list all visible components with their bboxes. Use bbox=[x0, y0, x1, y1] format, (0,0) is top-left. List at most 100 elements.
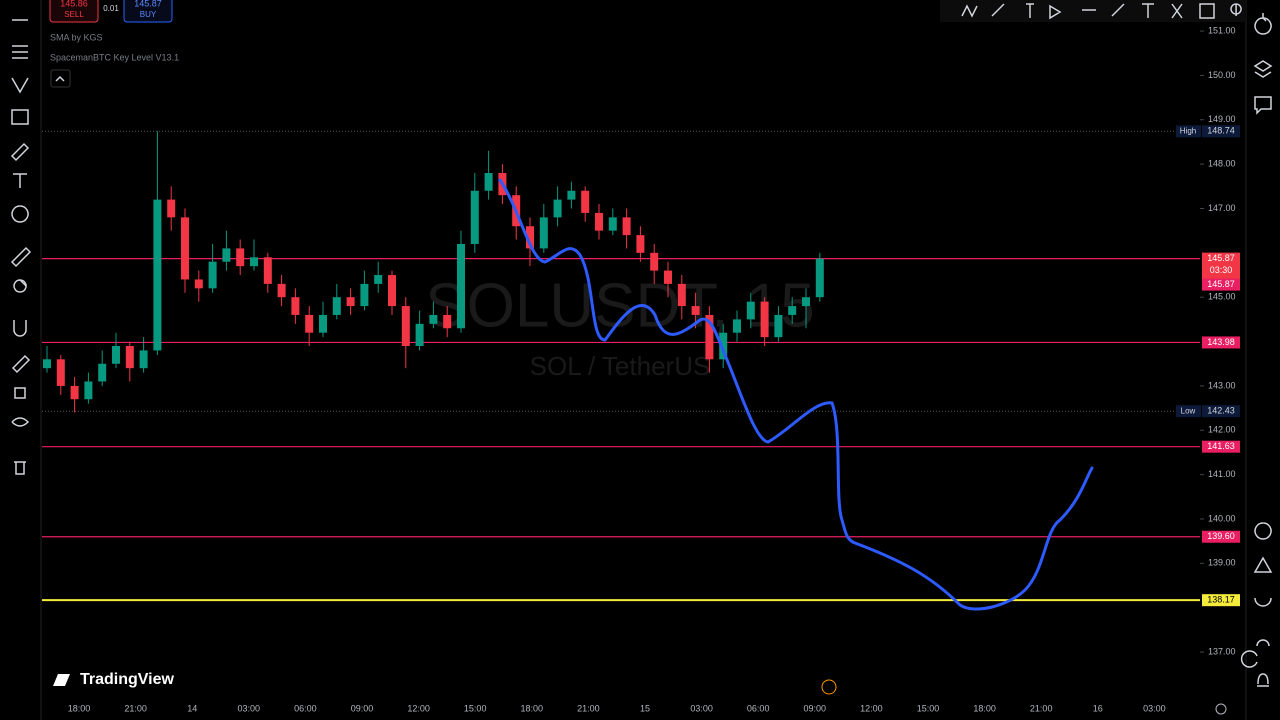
candle-body bbox=[622, 217, 631, 236]
draw-icons[interactable] bbox=[961, 3, 1242, 20]
x-tick-label: 03:00 bbox=[690, 703, 713, 713]
candle-body bbox=[305, 314, 314, 333]
spread: 0.01 bbox=[103, 4, 119, 13]
candle-body bbox=[650, 252, 659, 271]
settings-icon[interactable] bbox=[1215, 703, 1227, 715]
candle-body bbox=[581, 190, 590, 213]
plot: 151.00 150.00 149.00 148.00 147.00 145.00 143.… bbox=[42, 25, 1240, 713]
collapse-button[interactable] bbox=[50, 69, 71, 88]
candle-body bbox=[719, 332, 728, 360]
candle-body bbox=[595, 212, 603, 231]
buy-button[interactable] bbox=[123, 0, 173, 23]
countdown: 03:30 bbox=[1210, 265, 1233, 275]
y-tick-label: 147.00 bbox=[1208, 203, 1236, 213]
x-tick-label: 21:00 bbox=[1030, 703, 1053, 713]
y-tick-label: 145.00 bbox=[1208, 292, 1236, 302]
candle-body bbox=[788, 306, 797, 315]
y-tick-label: 148.00 bbox=[1208, 159, 1236, 169]
candle-body bbox=[84, 381, 93, 400]
extreme-value-box bbox=[1202, 405, 1240, 418]
y-tick-label: 141.00 bbox=[1208, 469, 1236, 479]
x-tick-label: 18:00 bbox=[68, 703, 91, 713]
x-tick-label: 18:00 bbox=[973, 703, 996, 713]
extreme-value: 142.43 bbox=[1207, 406, 1235, 416]
candle-body bbox=[153, 199, 162, 351]
candle-body bbox=[208, 261, 217, 289]
candle-body bbox=[388, 275, 396, 307]
candle-body bbox=[484, 173, 493, 191]
event-icon[interactable] bbox=[821, 679, 837, 695]
buy-price[interactable]: 145.87 bbox=[134, 0, 162, 8]
x-tick-label: 14 bbox=[187, 703, 197, 713]
sell-label[interactable]: SELL bbox=[64, 10, 84, 19]
candle-body bbox=[401, 306, 410, 346]
x-tick-label: 16 bbox=[1093, 703, 1103, 713]
indicator-label[interactable]: SMA by KGS bbox=[50, 32, 103, 42]
level-label: 141.63 bbox=[1207, 441, 1235, 451]
candle-body bbox=[125, 346, 134, 369]
y-tick-label: 137.00 bbox=[1208, 646, 1236, 656]
extreme-name: High bbox=[1180, 126, 1196, 135]
y-tick-label: 142.00 bbox=[1208, 425, 1236, 435]
candle-body bbox=[443, 314, 452, 329]
candle-body bbox=[222, 248, 231, 262]
level-label: 138.17 bbox=[1207, 595, 1235, 605]
buy-label[interactable]: BUY bbox=[140, 10, 157, 19]
candle-body bbox=[181, 217, 189, 280]
candle-body bbox=[567, 190, 576, 200]
watermark-name: SOL / TetherUS bbox=[530, 351, 711, 381]
x-tick-label: 21:00 bbox=[124, 703, 147, 713]
x-tick-label: 03:00 bbox=[238, 703, 261, 713]
x-tick-label: 18:00 bbox=[521, 703, 544, 713]
candle-body bbox=[332, 297, 341, 315]
brand-name: TradingView bbox=[80, 671, 175, 688]
candle-body bbox=[250, 257, 258, 267]
candle-body bbox=[760, 301, 769, 338]
candle-body bbox=[553, 199, 562, 218]
tool-icons[interactable] bbox=[10, 19, 32, 475]
candle-body bbox=[526, 226, 534, 249]
extreme-value: 148.74 bbox=[1207, 126, 1235, 136]
candle-body bbox=[98, 363, 107, 382]
y-tick-label: 151.00 bbox=[1208, 25, 1236, 35]
y-tick-label: 150.00 bbox=[1208, 70, 1236, 80]
candle-body bbox=[802, 297, 810, 307]
hand-drawn-path bbox=[498, 178, 1094, 611]
candle-body bbox=[374, 275, 383, 284]
level-box bbox=[1202, 530, 1240, 543]
y-tick-label: 143.00 bbox=[1208, 380, 1236, 390]
x-tick-label: 09:00 bbox=[804, 703, 827, 713]
candle-body bbox=[167, 199, 176, 218]
level-label: 139.60 bbox=[1207, 531, 1235, 541]
x-tick-label: 15 bbox=[640, 703, 650, 713]
x-tick-label: 12:00 bbox=[407, 703, 430, 713]
last-price: 145.87 bbox=[1207, 253, 1235, 263]
candle-body bbox=[43, 359, 51, 369]
x-tick-label: 21:00 bbox=[577, 703, 600, 713]
collapse-icon bbox=[55, 75, 65, 82]
drawing-toolbar-bg bbox=[940, 0, 1246, 22]
brand-logo bbox=[53, 674, 70, 686]
watermark-symbol: SOLUSDT, 15 bbox=[425, 271, 814, 340]
sell-price[interactable]: 145.86 bbox=[60, 0, 88, 8]
candle-body bbox=[636, 235, 645, 253]
candle-body bbox=[70, 385, 79, 400]
candle-body bbox=[360, 283, 369, 307]
x-tick-label: 12:00 bbox=[860, 703, 883, 713]
sell-button[interactable] bbox=[49, 0, 99, 23]
y-tick-label: 139.00 bbox=[1208, 558, 1236, 568]
drawing-toolbar[interactable] bbox=[940, 0, 1246, 22]
candle-body bbox=[56, 359, 65, 386]
level-box bbox=[1202, 336, 1240, 349]
right-toolbar[interactable] bbox=[1240, 13, 1273, 687]
candle-body bbox=[774, 314, 783, 338]
extreme-value-box bbox=[1202, 125, 1240, 138]
candle-body bbox=[112, 346, 120, 364]
candle-body bbox=[277, 283, 286, 298]
left-toolbar[interactable] bbox=[10, 19, 32, 475]
extreme-name-box bbox=[1176, 405, 1201, 418]
level-box bbox=[1202, 594, 1240, 607]
indicator-label[interactable]: SpacemanBTC Key Level V13.1 bbox=[50, 52, 179, 62]
side-icons[interactable] bbox=[1240, 13, 1273, 687]
